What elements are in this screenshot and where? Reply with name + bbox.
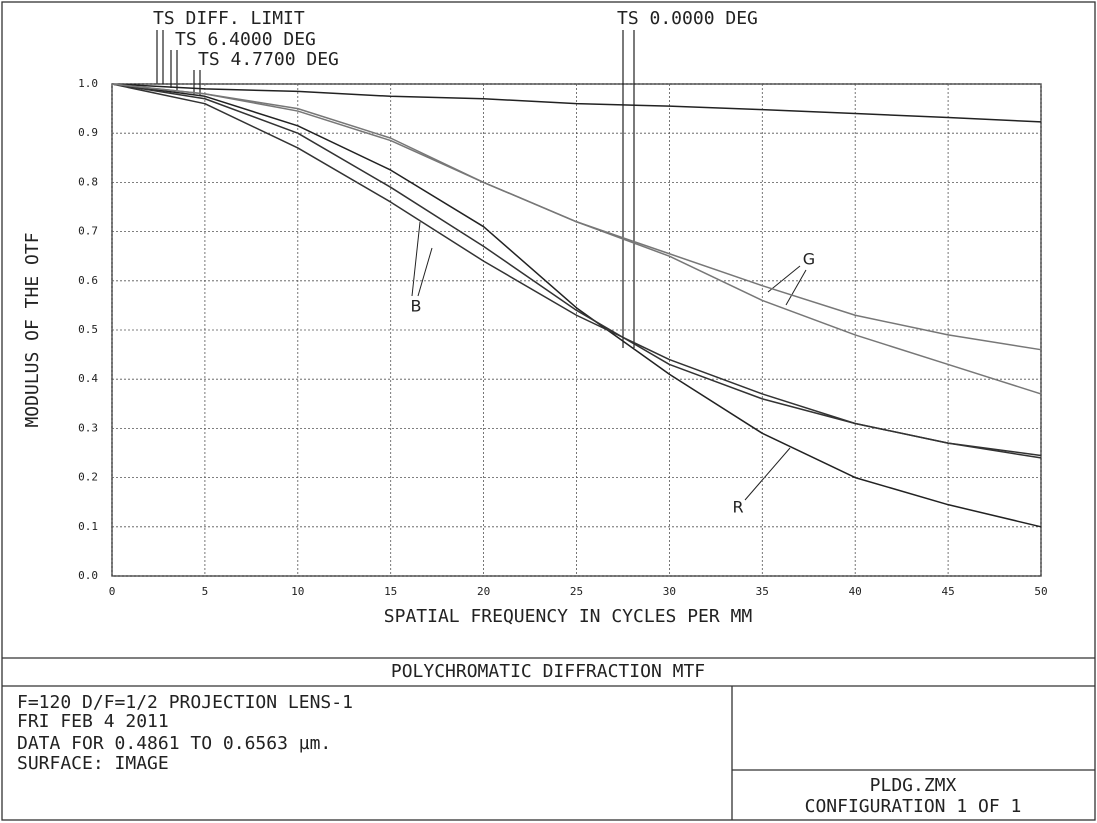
y-tick-label: 0.4	[78, 372, 98, 385]
annotation: G	[803, 250, 815, 269]
y-tick-label: 0.3	[78, 421, 98, 434]
y-tick-label: 0.7	[78, 225, 98, 238]
x-tick-label: 10	[291, 585, 304, 598]
y-tick-label: 0.8	[78, 175, 98, 188]
legend-label: TS 4.7700 DEG	[198, 49, 339, 70]
legend-pointers	[156, 30, 635, 348]
x-axis-label: SPATIAL FREQUENCY IN CYCLES PER MM	[384, 606, 753, 627]
x-tick-label: 35	[756, 585, 769, 598]
annotation: R	[732, 498, 743, 517]
annotation: B	[411, 297, 422, 316]
mtf-curve	[111, 83, 1042, 123]
annotation-leaders	[411, 221, 807, 501]
note: DATA FOR 0.4861 TO 0.6563 µm.	[17, 733, 331, 754]
y-axis-label: MODULUS OF THE OTF	[22, 232, 43, 427]
file-name: PLDG.ZMX	[870, 775, 957, 796]
y-tick-label: 0.2	[78, 471, 98, 484]
y-tick-label: 0.9	[78, 126, 98, 139]
y-tick-label: 0.1	[78, 520, 98, 533]
x-tick-label: 20	[477, 585, 490, 598]
mtf-curve	[111, 83, 1042, 459]
x-tick-label: 15	[384, 585, 397, 598]
note: F=120 D/F=1/2 PROJECTION LENS-1	[17, 692, 353, 713]
x-tick-label: 50	[1034, 585, 1047, 598]
y-tick-label: 0.6	[78, 274, 98, 287]
mtf-curve	[111, 83, 1042, 395]
x-tick-label: 5	[202, 585, 209, 598]
legend-label: TS 6.4000 DEG	[175, 29, 316, 50]
x-tick-label: 0	[109, 585, 116, 598]
y-tick-label: 0.0	[78, 569, 98, 582]
chart-title: POLYCHROMATIC DIFFRACTION MTF	[391, 661, 705, 682]
note: FRI FEB 4 2011	[17, 711, 169, 732]
y-tick-label: 1.0	[78, 77, 98, 90]
x-tick-label: 40	[849, 585, 862, 598]
note: SURFACE: IMAGE	[17, 753, 169, 774]
legend-label: TS 0.0000 DEG	[617, 8, 758, 29]
x-tick-label: 45	[941, 585, 954, 598]
x-tick-label: 25	[570, 585, 583, 598]
configuration: CONFIGURATION 1 OF 1	[805, 796, 1022, 817]
y-tick-label: 0.5	[78, 323, 98, 336]
legend-label: TS DIFF. LIMIT	[153, 8, 305, 29]
x-tick-label: 30	[663, 585, 676, 598]
mtf-curve	[111, 83, 1042, 528]
